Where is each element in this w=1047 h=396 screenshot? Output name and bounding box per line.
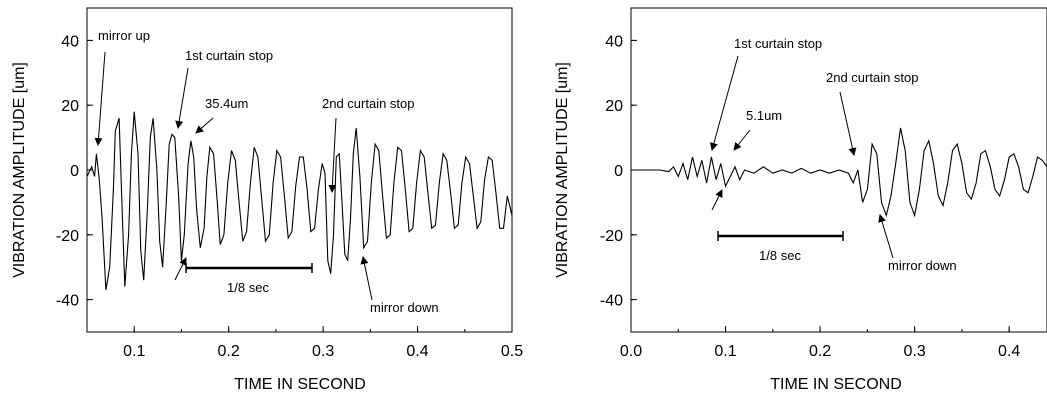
- x-tick-label-right: 0.0: [620, 343, 642, 360]
- x-tick-label-left: 0.5: [501, 343, 523, 360]
- xlabel-left: TIME IN SECOND: [234, 376, 366, 393]
- y-tick-label-right: 20: [605, 98, 623, 115]
- arrow-1st-curtain-left: [175, 67, 189, 129]
- annotation-1st-curtain-left: 1st curtain stop: [185, 48, 273, 63]
- annotation-5um-right: 5.1um: [746, 108, 782, 123]
- arrow-2nd-curtain-left: [328, 117, 337, 193]
- y-tick-label-right: -20: [600, 228, 623, 245]
- arrow-35um-lower-left: [174, 257, 187, 281]
- x-tick-label-right: 0.2: [809, 343, 831, 360]
- arrow-mirror-down-left: [360, 256, 373, 301]
- annotation-mirror-down-left: mirror down: [370, 300, 439, 315]
- annotation-eighth-sec-right: 1/8 sec: [759, 248, 801, 263]
- x-tick-label-right: 0.3: [904, 343, 926, 360]
- x-tick-label-left: 0.2: [218, 343, 240, 360]
- y-tick-label-left: 0: [70, 163, 79, 180]
- x-tick-label-right: 0.4: [998, 343, 1020, 360]
- axis-ticks-left: 0.1 0.2 0.3 0.4 0.5 -40 -20 0 20 40: [56, 33, 523, 360]
- annotation-eighth-sec-left: 1/8 sec: [227, 280, 269, 295]
- annotation-mirror-up-left: mirror up: [98, 28, 150, 43]
- y-tick-label-left: 40: [61, 33, 79, 50]
- annotation-1st-curtain-right: 1st curtain stop: [734, 36, 822, 51]
- x-tick-label-right: 0.1: [714, 343, 736, 360]
- arrow-mirror-down-right: [878, 214, 894, 259]
- ylabel-left: VIBRATION AMPLITUDE [um]: [11, 62, 28, 278]
- x-tick-label-left: 0.1: [123, 343, 145, 360]
- arrow-5um-lower-right: [711, 189, 723, 211]
- annotation-2nd-curtain-right: 2nd curtain stop: [826, 70, 919, 85]
- scale-bar-right: [717, 231, 844, 241]
- ylabel-right: VIBRATION AMPLITUDE [um]: [554, 62, 571, 278]
- y-tick-label-right: 0: [614, 163, 623, 180]
- arrow-mirror-up-left: [94, 51, 106, 146]
- xlabel-right: TIME IN SECOND: [770, 376, 902, 393]
- x-tick-label-left: 0.3: [312, 343, 334, 360]
- y-tick-label-left: 20: [61, 98, 79, 115]
- arrow-5um-right: [733, 129, 751, 151]
- arrow-2nd-curtain-right: [839, 91, 857, 156]
- arrow-1st-curtain-right: [710, 55, 739, 151]
- chart-left: 0.1 0.2 0.3 0.4 0.5 -40 -20 0 20 40 VIBRATION AMP…: [11, 7, 523, 393]
- annotation-2nd-curtain-left: 2nd curtain stop: [322, 96, 415, 111]
- y-tick-label-left: -20: [56, 228, 79, 245]
- series-line-right: [631, 127, 1047, 218]
- y-tick-label-left: -40: [56, 293, 79, 310]
- y-tick-label-right: -40: [600, 293, 623, 310]
- arrow-35um-left: [195, 117, 214, 134]
- annotation-35um-left: 35.4um: [205, 96, 248, 111]
- scale-bar-left: [185, 263, 313, 273]
- x-tick-label-left: 0.4: [406, 343, 428, 360]
- axis-ticks-right: 0.0 0.1 0.2 0.3 0.4 -40 -20 0 20 40: [600, 33, 1021, 360]
- series-line-left: [86, 111, 513, 290]
- chart-right: 0.0 0.1 0.2 0.3 0.4 -40 -20 0 20 40 VIBRATION AMP…: [554, 7, 1047, 393]
- y-tick-label-right: 40: [605, 33, 623, 50]
- annotation-mirror-down-right: mirror down: [888, 258, 957, 273]
